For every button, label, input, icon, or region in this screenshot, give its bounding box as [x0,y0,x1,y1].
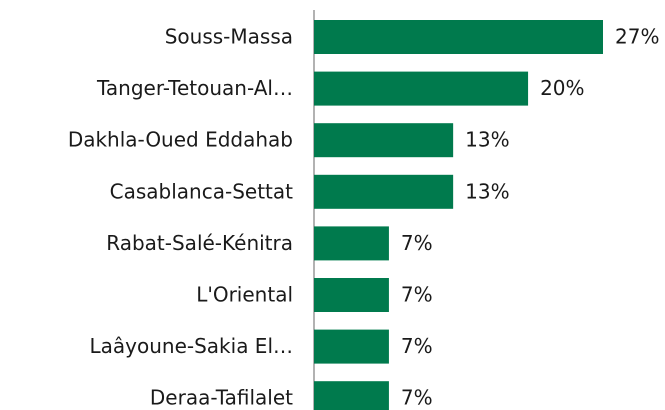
bar [314,226,389,261]
category-label: L'Oriental [196,283,293,307]
category-label: Souss-Massa [165,25,293,49]
category-label: Dakhla-Oued Eddahab [68,128,293,152]
category-label: Rabat-Salé-Kénitra [106,231,293,255]
category-label: Deraa-Tafilalet [150,386,293,410]
value-label: 7% [401,283,433,307]
value-label: 7% [401,386,433,410]
bar [314,71,529,106]
value-label: 13% [465,179,509,203]
category-label: Tanger-Tetouan-Al… [96,76,293,100]
value-label: 27% [615,25,659,49]
bar [314,329,389,364]
bar [314,20,603,54]
value-label: 7% [401,334,433,358]
bar [314,123,454,158]
bar [314,381,389,410]
value-label: 13% [465,128,509,152]
bar [314,174,454,209]
value-label: 7% [401,231,433,255]
value-label: 20% [540,76,584,100]
category-label: Casablanca-Settat [110,179,293,203]
bar [314,278,389,312]
category-label: Laâyoune-Sakia El… [90,334,294,358]
